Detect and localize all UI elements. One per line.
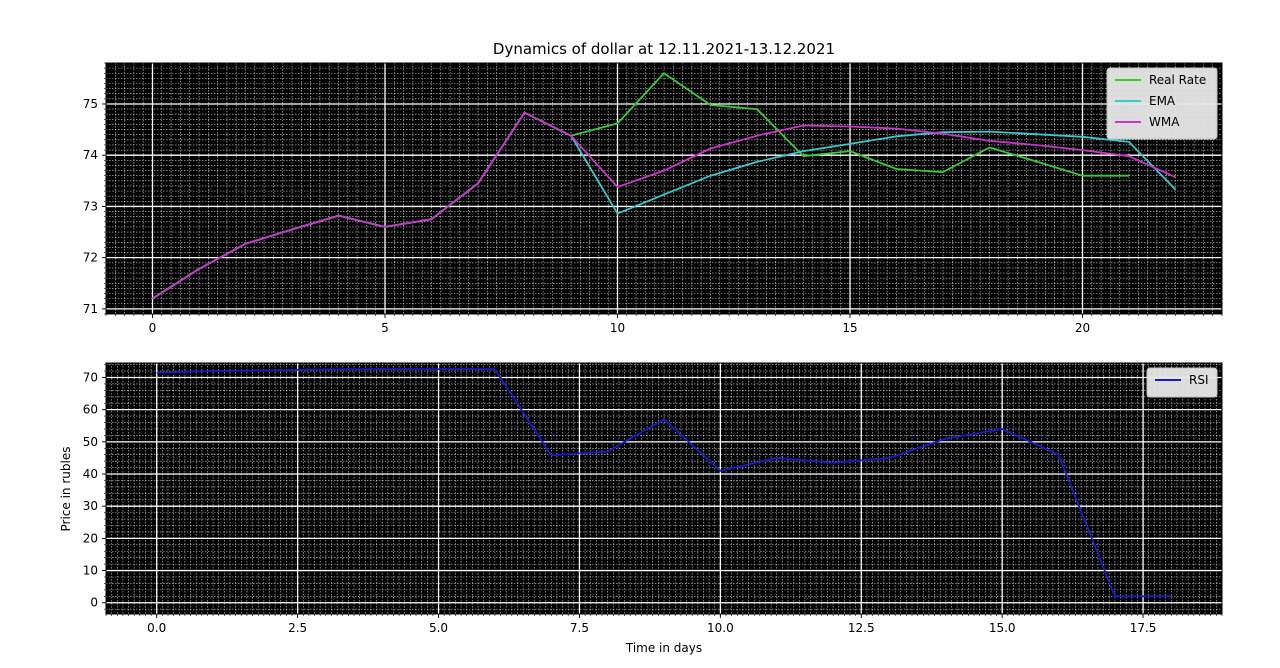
- x-tick-label: 12.5: [848, 621, 875, 635]
- x-tick-label: 20: [1075, 321, 1090, 335]
- legend-box: [1146, 367, 1218, 398]
- y-tick-label: 40: [83, 467, 98, 481]
- x-tick-label: 2.5: [288, 621, 307, 635]
- y-axis-label: Price in rubles: [59, 447, 73, 532]
- x-tick-label: 10: [610, 321, 625, 335]
- legend-label: EMA: [1149, 94, 1176, 108]
- x-tick-label: 17.5: [1130, 621, 1157, 635]
- y-tick-label: 20: [83, 531, 98, 545]
- y-tick-label: 74: [83, 148, 98, 162]
- x-tick-label: 15.0: [989, 621, 1016, 635]
- x-tick-label: 0.0: [147, 621, 166, 635]
- plot-frame: [105, 362, 1223, 615]
- y-tick-label: 73: [83, 199, 98, 213]
- plot-background: [106, 63, 1222, 314]
- chart-title: Dynamics of dollar at 12.11.2021-13.12.2…: [493, 40, 835, 58]
- plot-background: [106, 363, 1222, 614]
- x-tick-label: 15: [842, 321, 857, 335]
- legend-label: Real Rate: [1149, 73, 1206, 87]
- legend-label: RSI: [1189, 373, 1209, 387]
- legend-label: WMA: [1149, 115, 1180, 129]
- y-tick-label: 60: [83, 403, 98, 417]
- x-tick-label: 5.0: [429, 621, 448, 635]
- x-tick-label: 5: [381, 321, 389, 335]
- x-tick-label: 0: [149, 321, 157, 335]
- series-line-rsi: [156, 368, 1172, 598]
- x-tick-label: 10.0: [707, 621, 734, 635]
- series-line-wma: [152, 111, 1176, 300]
- x-tick-label: 7.5: [570, 621, 589, 635]
- y-tick-label: 30: [83, 499, 98, 513]
- rsi-panel: 0 10 20 30 40 50 60 70 0.0 2.5 5.0 7.5 10.0 12.5 15.0 1…: [83, 362, 1223, 635]
- y-tick-label: 72: [83, 251, 98, 265]
- y-tick-label: 50: [83, 435, 98, 449]
- plot-frame: [105, 62, 1223, 315]
- price-panel: 71 72 73 74 75 0 5 10 15 20 Real Rate EMA WMA: [83, 62, 1223, 335]
- y-tick-label: 75: [83, 97, 98, 111]
- y-tick-label: 71: [83, 302, 98, 316]
- y-tick-label: 0: [90, 596, 98, 610]
- y-tick-label: 70: [83, 370, 98, 384]
- x-axis-label: Time in days: [625, 641, 702, 655]
- y-tick-label: 10: [83, 564, 98, 578]
